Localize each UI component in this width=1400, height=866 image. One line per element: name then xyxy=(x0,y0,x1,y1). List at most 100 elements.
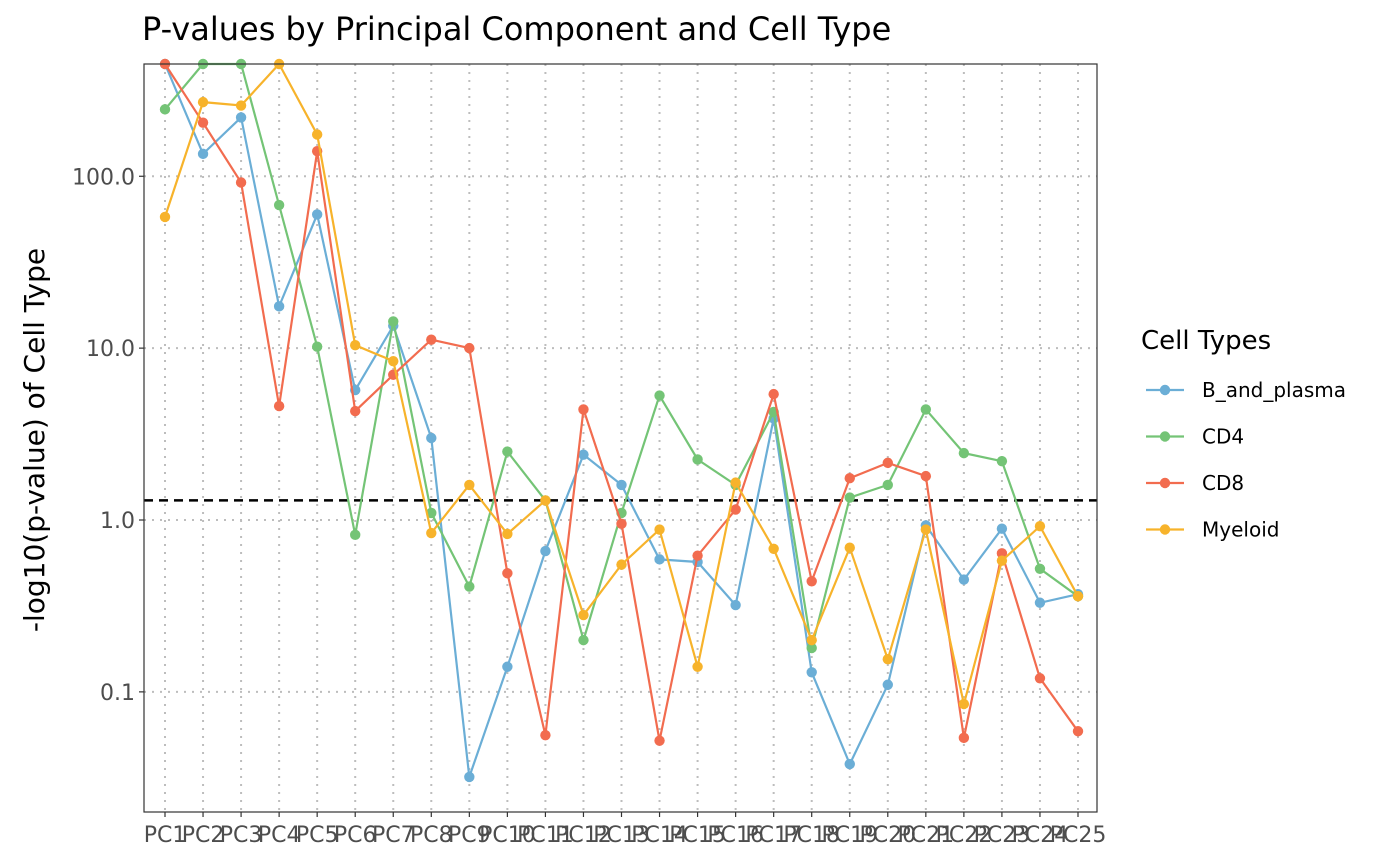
data-point xyxy=(197,96,209,108)
y-axis-label: -log10(p-value) of Cell Type xyxy=(18,248,51,632)
y-axis-ticks: 0.1 1.0 10.0 100.0 xyxy=(72,165,144,706)
data-point xyxy=(806,642,817,654)
data-point xyxy=(882,479,893,491)
y-tick-label: 1.0 xyxy=(100,509,135,534)
data-point xyxy=(540,729,551,741)
data-point xyxy=(235,177,247,188)
data-point xyxy=(578,609,589,621)
series-layer xyxy=(159,58,1084,783)
data-point xyxy=(958,698,970,710)
x-tick-label: PC17 xyxy=(745,823,802,848)
data-point xyxy=(388,355,399,367)
data-point xyxy=(844,758,855,770)
data-point xyxy=(996,548,1008,559)
data-point xyxy=(844,473,855,484)
data-point xyxy=(616,479,627,491)
data-point xyxy=(844,492,855,503)
legend-key-point xyxy=(1159,524,1171,535)
data-point xyxy=(768,388,779,400)
data-point xyxy=(426,507,437,519)
legend-label: B_and_plasma xyxy=(1202,378,1346,402)
legend-item: CD4 xyxy=(1146,425,1244,449)
data-point xyxy=(958,447,970,459)
data-point xyxy=(350,529,361,541)
data-point xyxy=(920,524,932,535)
data-point xyxy=(996,455,1008,467)
x-tick-label: PC6 xyxy=(334,823,377,848)
x-tick-label: PC4 xyxy=(258,823,301,848)
series-Myeloid xyxy=(159,58,1084,710)
legend-label: CD4 xyxy=(1202,425,1244,449)
data-point xyxy=(806,667,817,678)
data-point xyxy=(350,340,361,351)
data-point xyxy=(730,504,741,515)
data-point xyxy=(654,735,665,746)
legend-key-point xyxy=(1159,431,1171,442)
x-tick-label: PC18 xyxy=(783,823,840,848)
x-tick-label: PC21 xyxy=(898,823,955,848)
data-point xyxy=(502,446,513,457)
data-point xyxy=(654,554,665,565)
data-point xyxy=(692,454,703,465)
x-tick-label: PC23 xyxy=(974,823,1031,848)
data-point xyxy=(1034,563,1046,575)
data-point xyxy=(464,342,475,354)
legend-label: CD8 xyxy=(1202,471,1244,495)
data-point xyxy=(1034,597,1046,608)
x-tick-label: PC3 xyxy=(220,823,263,848)
series-CD8 xyxy=(159,58,1084,746)
data-point xyxy=(1034,521,1046,532)
plot-panel xyxy=(144,64,1097,812)
legend-key-point xyxy=(1159,477,1171,489)
data-point xyxy=(806,634,817,646)
data-point xyxy=(502,568,513,579)
y-tick-label: 10.0 xyxy=(86,337,135,362)
data-point xyxy=(502,528,513,540)
data-point xyxy=(882,679,893,690)
data-point xyxy=(464,479,475,491)
data-point xyxy=(426,527,437,539)
data-point xyxy=(578,634,589,646)
legend-label: Myeloid xyxy=(1202,518,1279,542)
y-tick-label: 100.0 xyxy=(72,165,135,190)
data-point xyxy=(388,316,399,327)
x-tick-label: PC7 xyxy=(372,823,415,848)
data-point xyxy=(806,576,817,587)
data-point xyxy=(464,581,475,592)
data-point xyxy=(996,523,1008,534)
data-point xyxy=(958,732,970,744)
x-axis-ticks: PC1PC2PC3PC4PC5PC6PC7PC8PC9PC10PC11PC12P… xyxy=(144,812,1106,848)
data-point xyxy=(1072,591,1084,602)
x-tick-label: PC22 xyxy=(936,823,993,848)
data-point xyxy=(578,449,589,460)
data-point xyxy=(692,661,703,672)
data-point xyxy=(273,400,285,412)
data-point xyxy=(996,555,1008,566)
x-tick-label: PC5 xyxy=(296,823,339,848)
data-point xyxy=(540,545,551,557)
data-point xyxy=(273,199,285,211)
legend: Cell Types B_and_plasma CD4 CD8 Myeloid xyxy=(1141,326,1346,542)
x-tick-label: PC16 xyxy=(707,823,764,848)
plot-border xyxy=(143,63,1098,813)
data-point xyxy=(235,112,247,123)
data-point xyxy=(730,599,741,611)
data-point xyxy=(882,457,893,469)
data-point xyxy=(311,129,323,140)
data-point xyxy=(235,100,247,111)
data-point xyxy=(1072,726,1084,737)
data-point xyxy=(1034,673,1046,684)
data-point xyxy=(578,404,589,415)
x-tick-label: PC8 xyxy=(410,823,453,848)
data-point xyxy=(426,334,437,345)
data-point xyxy=(654,390,665,401)
x-tick-label: PC20 xyxy=(859,823,916,848)
legend-key-point xyxy=(1159,384,1171,396)
data-point xyxy=(159,104,171,115)
x-tick-label: PC14 xyxy=(631,823,688,848)
data-point xyxy=(882,653,893,665)
data-point xyxy=(654,524,665,535)
x-tick-label: PC24 xyxy=(1012,823,1069,848)
legend-item: Myeloid xyxy=(1146,518,1279,542)
